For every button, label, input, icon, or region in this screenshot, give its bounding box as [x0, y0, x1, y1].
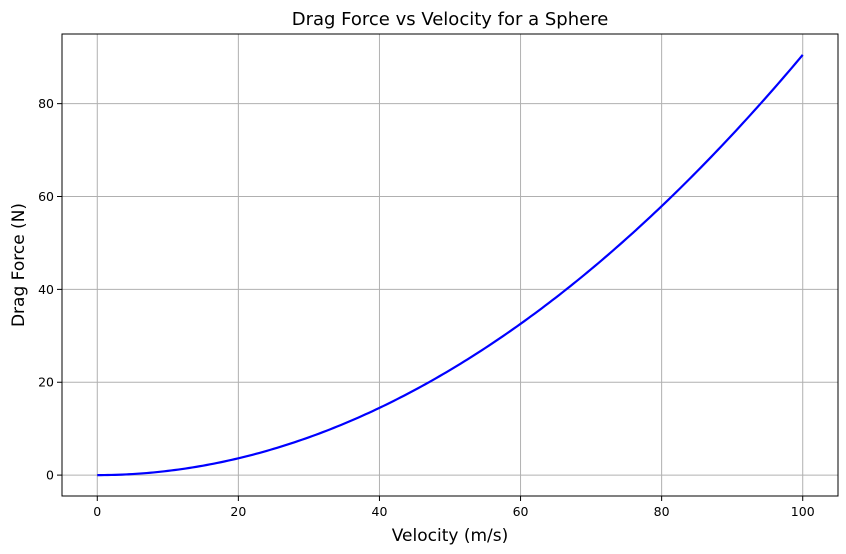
y-axis-label: Drag Force (N) — [9, 203, 29, 327]
x-tick-label: 100 — [791, 504, 815, 519]
ticks-layer: 0 20 40 60 80 100 0 20 40 60 80 — [38, 96, 815, 519]
chart-title: Drag Force vs Velocity for a Sphere — [292, 9, 609, 30]
y-tick-label: 40 — [38, 282, 54, 297]
x-tick-label: 60 — [513, 504, 529, 519]
grid-layer — [62, 34, 838, 496]
plot-frame — [61, 33, 839, 497]
y-tick-label: 0 — [46, 468, 54, 483]
series-layer — [97, 54, 804, 477]
drag-force-line — [97, 54, 804, 477]
y-tick-label: 20 — [38, 375, 54, 390]
x-tick-label: 40 — [372, 504, 388, 519]
x-axis-label: Velocity (m/s) — [392, 526, 509, 546]
x-tick-label: 0 — [93, 504, 101, 519]
y-tick-label: 60 — [38, 189, 54, 204]
y-tick-label: 80 — [38, 96, 54, 111]
x-tick-label: 20 — [230, 504, 246, 519]
x-tick-label: 80 — [654, 504, 670, 519]
